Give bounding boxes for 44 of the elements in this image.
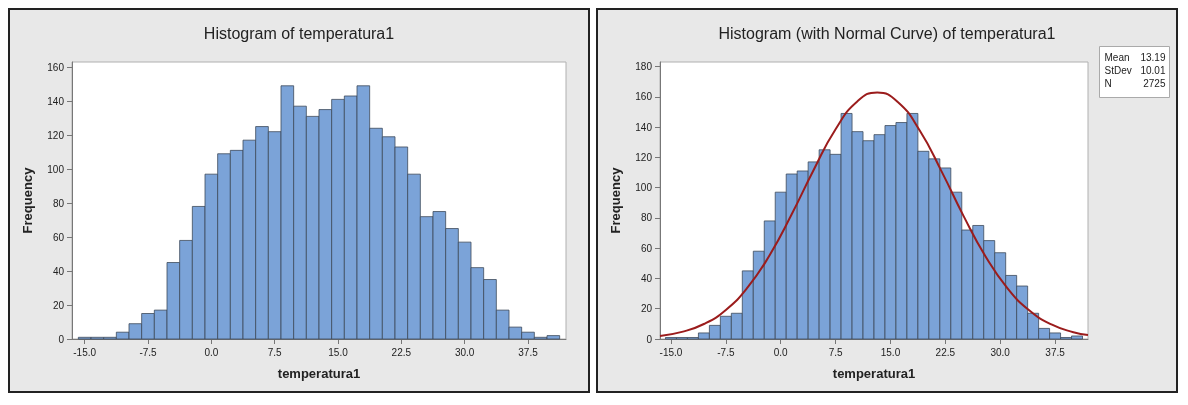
chart-title: Histogram (with Normal Curve) of temperatura1 xyxy=(718,24,1056,42)
y-tick-label: 60 xyxy=(640,242,653,254)
x-tick-label: 22.5 xyxy=(391,346,412,358)
x-tick-label: 0.0 xyxy=(773,346,789,358)
x-tick-label: -7.5 xyxy=(139,346,158,358)
y-tick-label: 120 xyxy=(635,151,653,163)
x-tick-label: 15.0 xyxy=(880,346,901,358)
x-axis-title: temperatura1 xyxy=(832,366,916,381)
y-tick-label: 60 xyxy=(52,231,65,243)
chart-title: Histogram of temperatura1 xyxy=(203,24,395,42)
x-tick-label: 37.5 xyxy=(1045,346,1066,358)
y-tick-label: 180 xyxy=(635,61,653,73)
y-tick-label: 160 xyxy=(47,61,65,73)
x-tick-label: -15.0 xyxy=(73,346,97,358)
y-tick-label: 20 xyxy=(640,303,653,315)
y-axis-title: Frequency xyxy=(20,166,35,234)
y-tick-label: 100 xyxy=(47,163,65,175)
y-tick-label: 40 xyxy=(640,272,653,284)
y-tick-label: 160 xyxy=(635,91,653,103)
y-tick-label: 140 xyxy=(47,95,65,107)
x-tick-label: 0.0 xyxy=(204,346,219,358)
y-tick-label: 0 xyxy=(58,333,65,345)
x-tick-label: 37.5 xyxy=(518,346,539,358)
y-tick-label: 40 xyxy=(52,265,65,277)
y-tick-label: 20 xyxy=(52,299,65,311)
x-axis-title: temperatura1 xyxy=(277,366,361,381)
y-tick-label: 120 xyxy=(47,129,65,141)
text: N 2725 xyxy=(1104,78,1166,89)
y-tick-label: 80 xyxy=(640,212,653,224)
x-tick-label: 15.0 xyxy=(328,346,349,358)
x-tick-label: 30.0 xyxy=(454,346,475,358)
x-tick-label: -7.5 xyxy=(717,346,735,358)
y-tick-label: 140 xyxy=(635,121,653,133)
x-tick-label: -15.0 xyxy=(659,346,683,358)
y-tick-label: 80 xyxy=(52,197,65,209)
text: StDev 10.01 xyxy=(1104,65,1166,76)
x-tick-label: 7.5 xyxy=(828,346,843,358)
y-axis-title: Frequency xyxy=(608,166,623,234)
x-tick-label: 22.5 xyxy=(935,346,956,358)
x-tick-label: 30.0 xyxy=(990,346,1011,358)
x-tick-label: 7.5 xyxy=(267,346,283,358)
y-tick-label: 100 xyxy=(635,182,653,194)
y-tick-label: 0 xyxy=(646,333,653,345)
text: Mean 13.19 xyxy=(1104,52,1166,63)
